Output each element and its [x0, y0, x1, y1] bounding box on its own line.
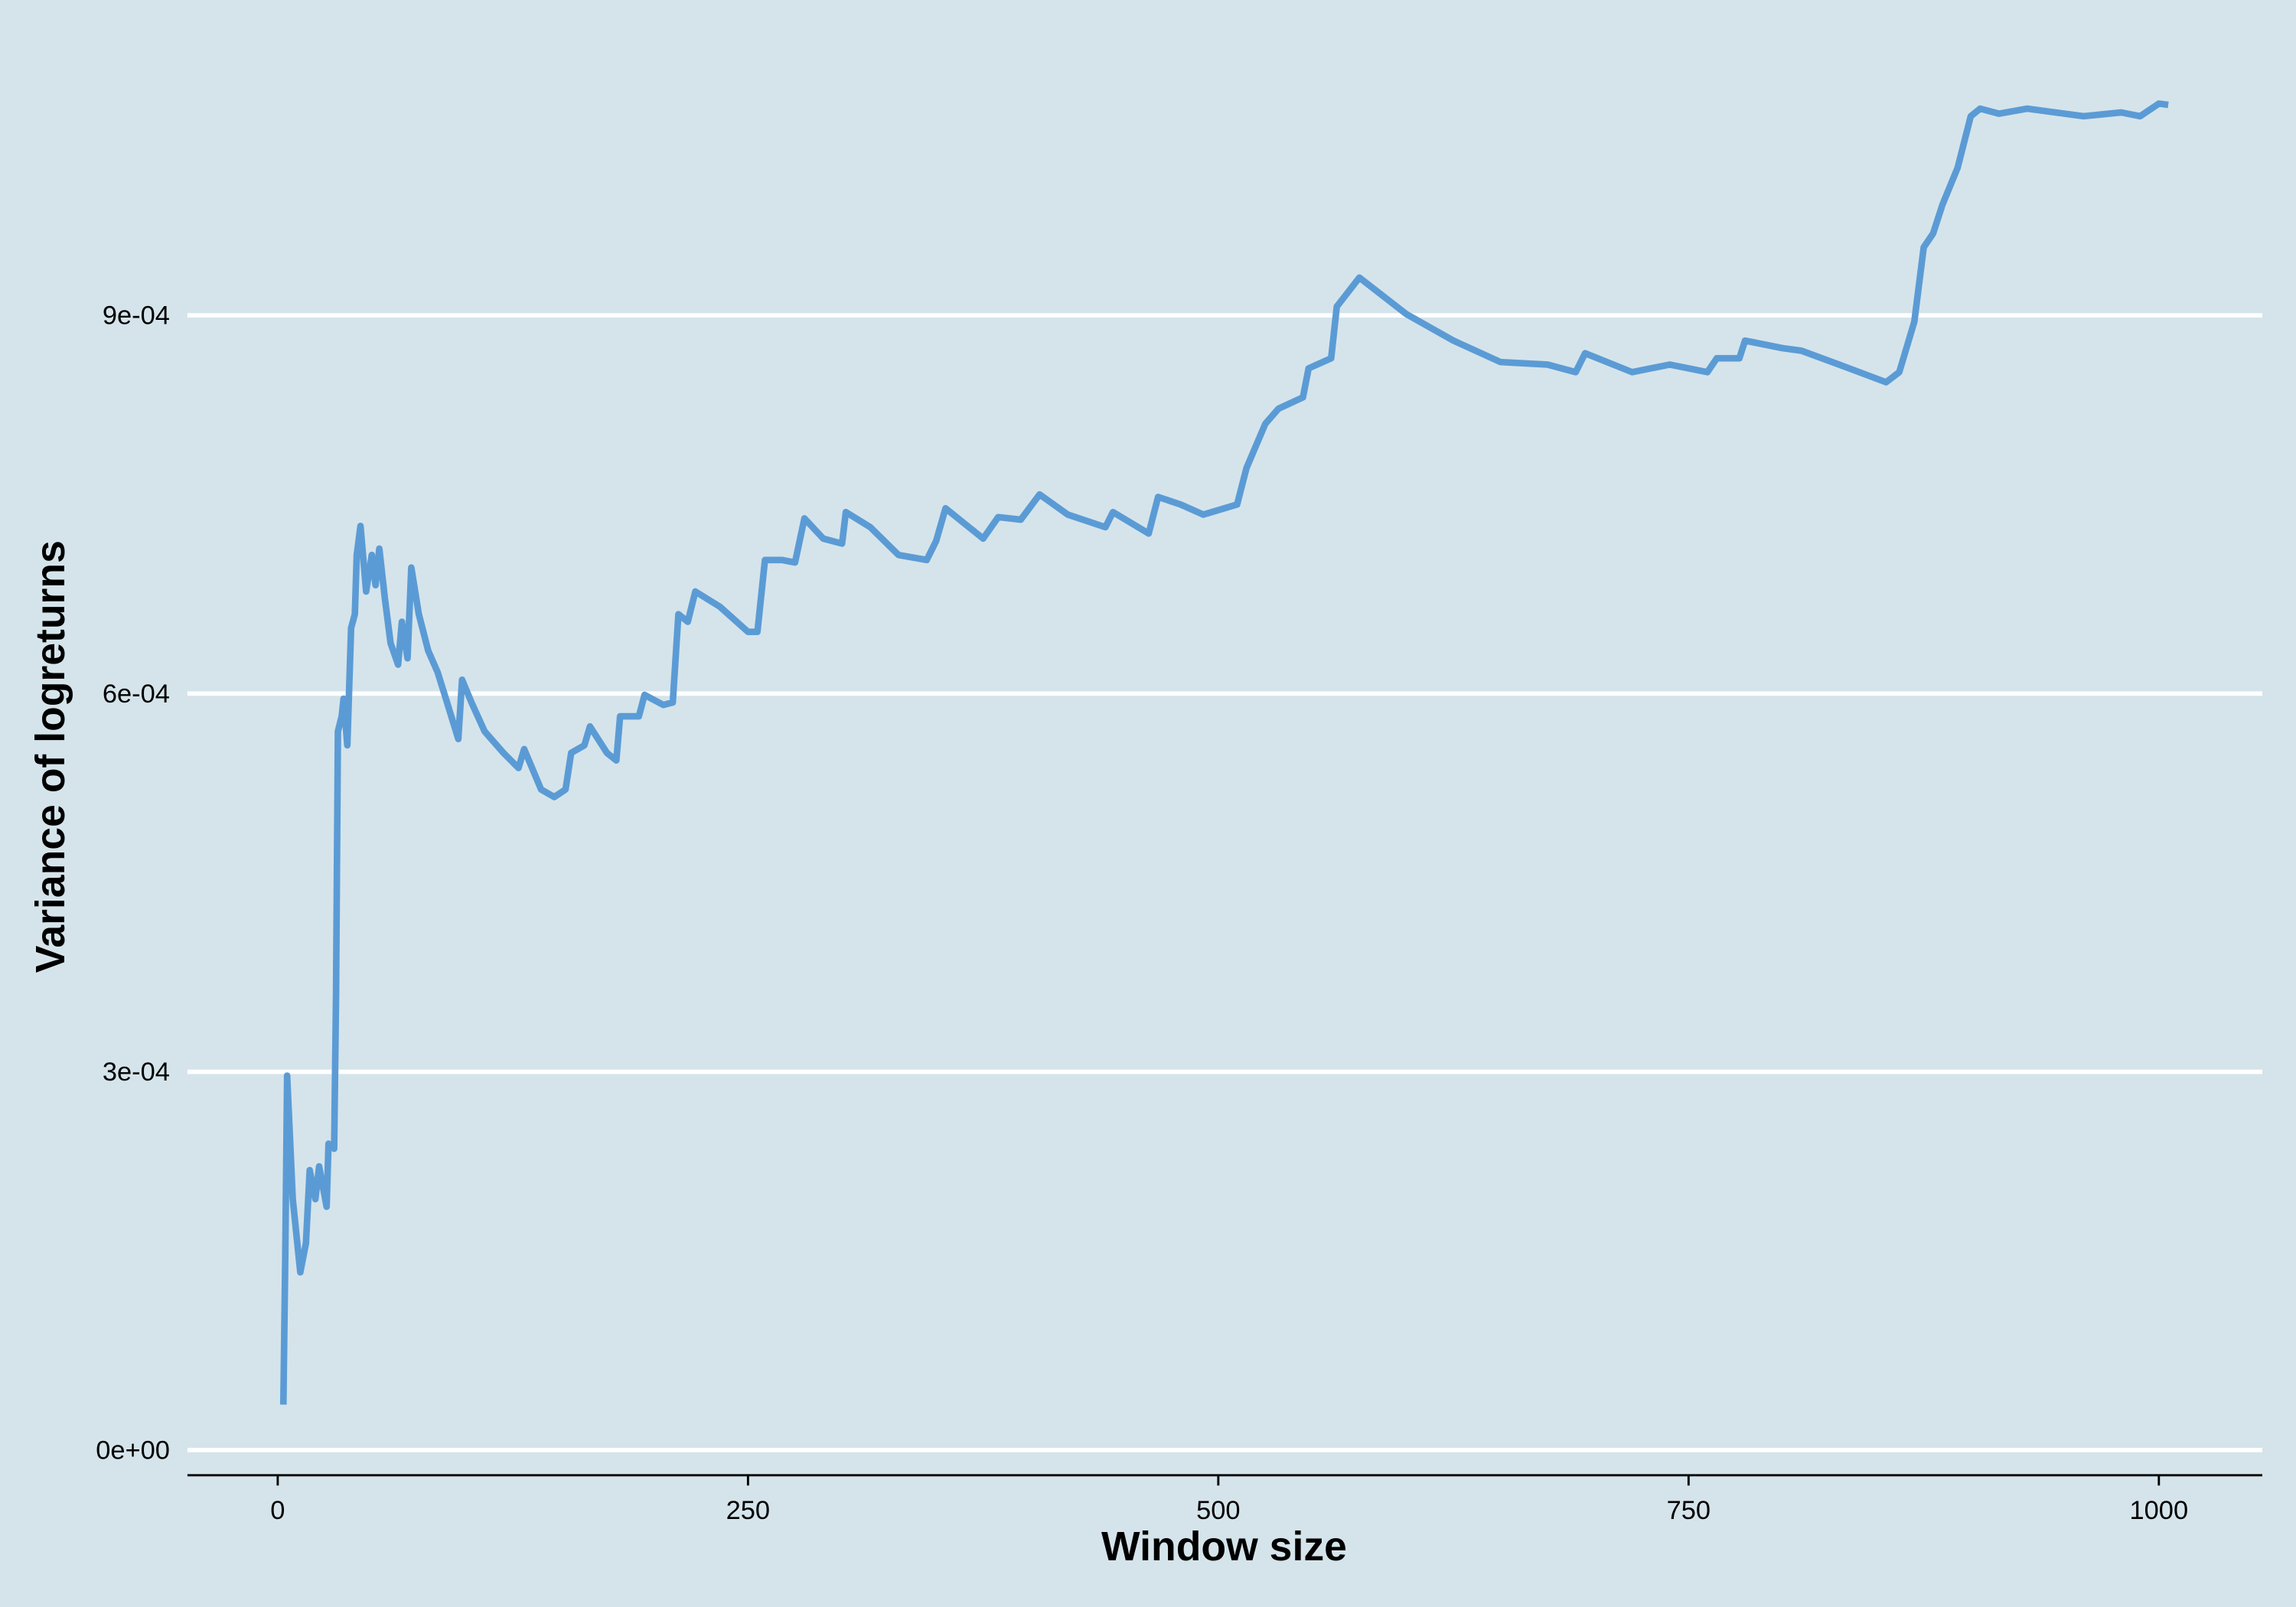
- x-tick-label: 250: [726, 1496, 770, 1525]
- x-axis-title: Window size: [1101, 1524, 1347, 1570]
- x-tick-label: 1000: [2130, 1496, 2189, 1525]
- y-tick-label: 9e-04: [103, 302, 170, 331]
- data-line: [279, 100, 2169, 1405]
- y-axis-title: Variance of logreturns: [28, 540, 73, 973]
- x-tick-label: 500: [1196, 1496, 1240, 1525]
- x-tick-label: 750: [1667, 1496, 1711, 1525]
- x-tick-label: 0: [270, 1496, 285, 1525]
- y-tick-label: 0e+00: [96, 1436, 170, 1465]
- y-tick-label: 3e-04: [103, 1058, 170, 1087]
- y-tick-label: 6e-04: [103, 680, 170, 709]
